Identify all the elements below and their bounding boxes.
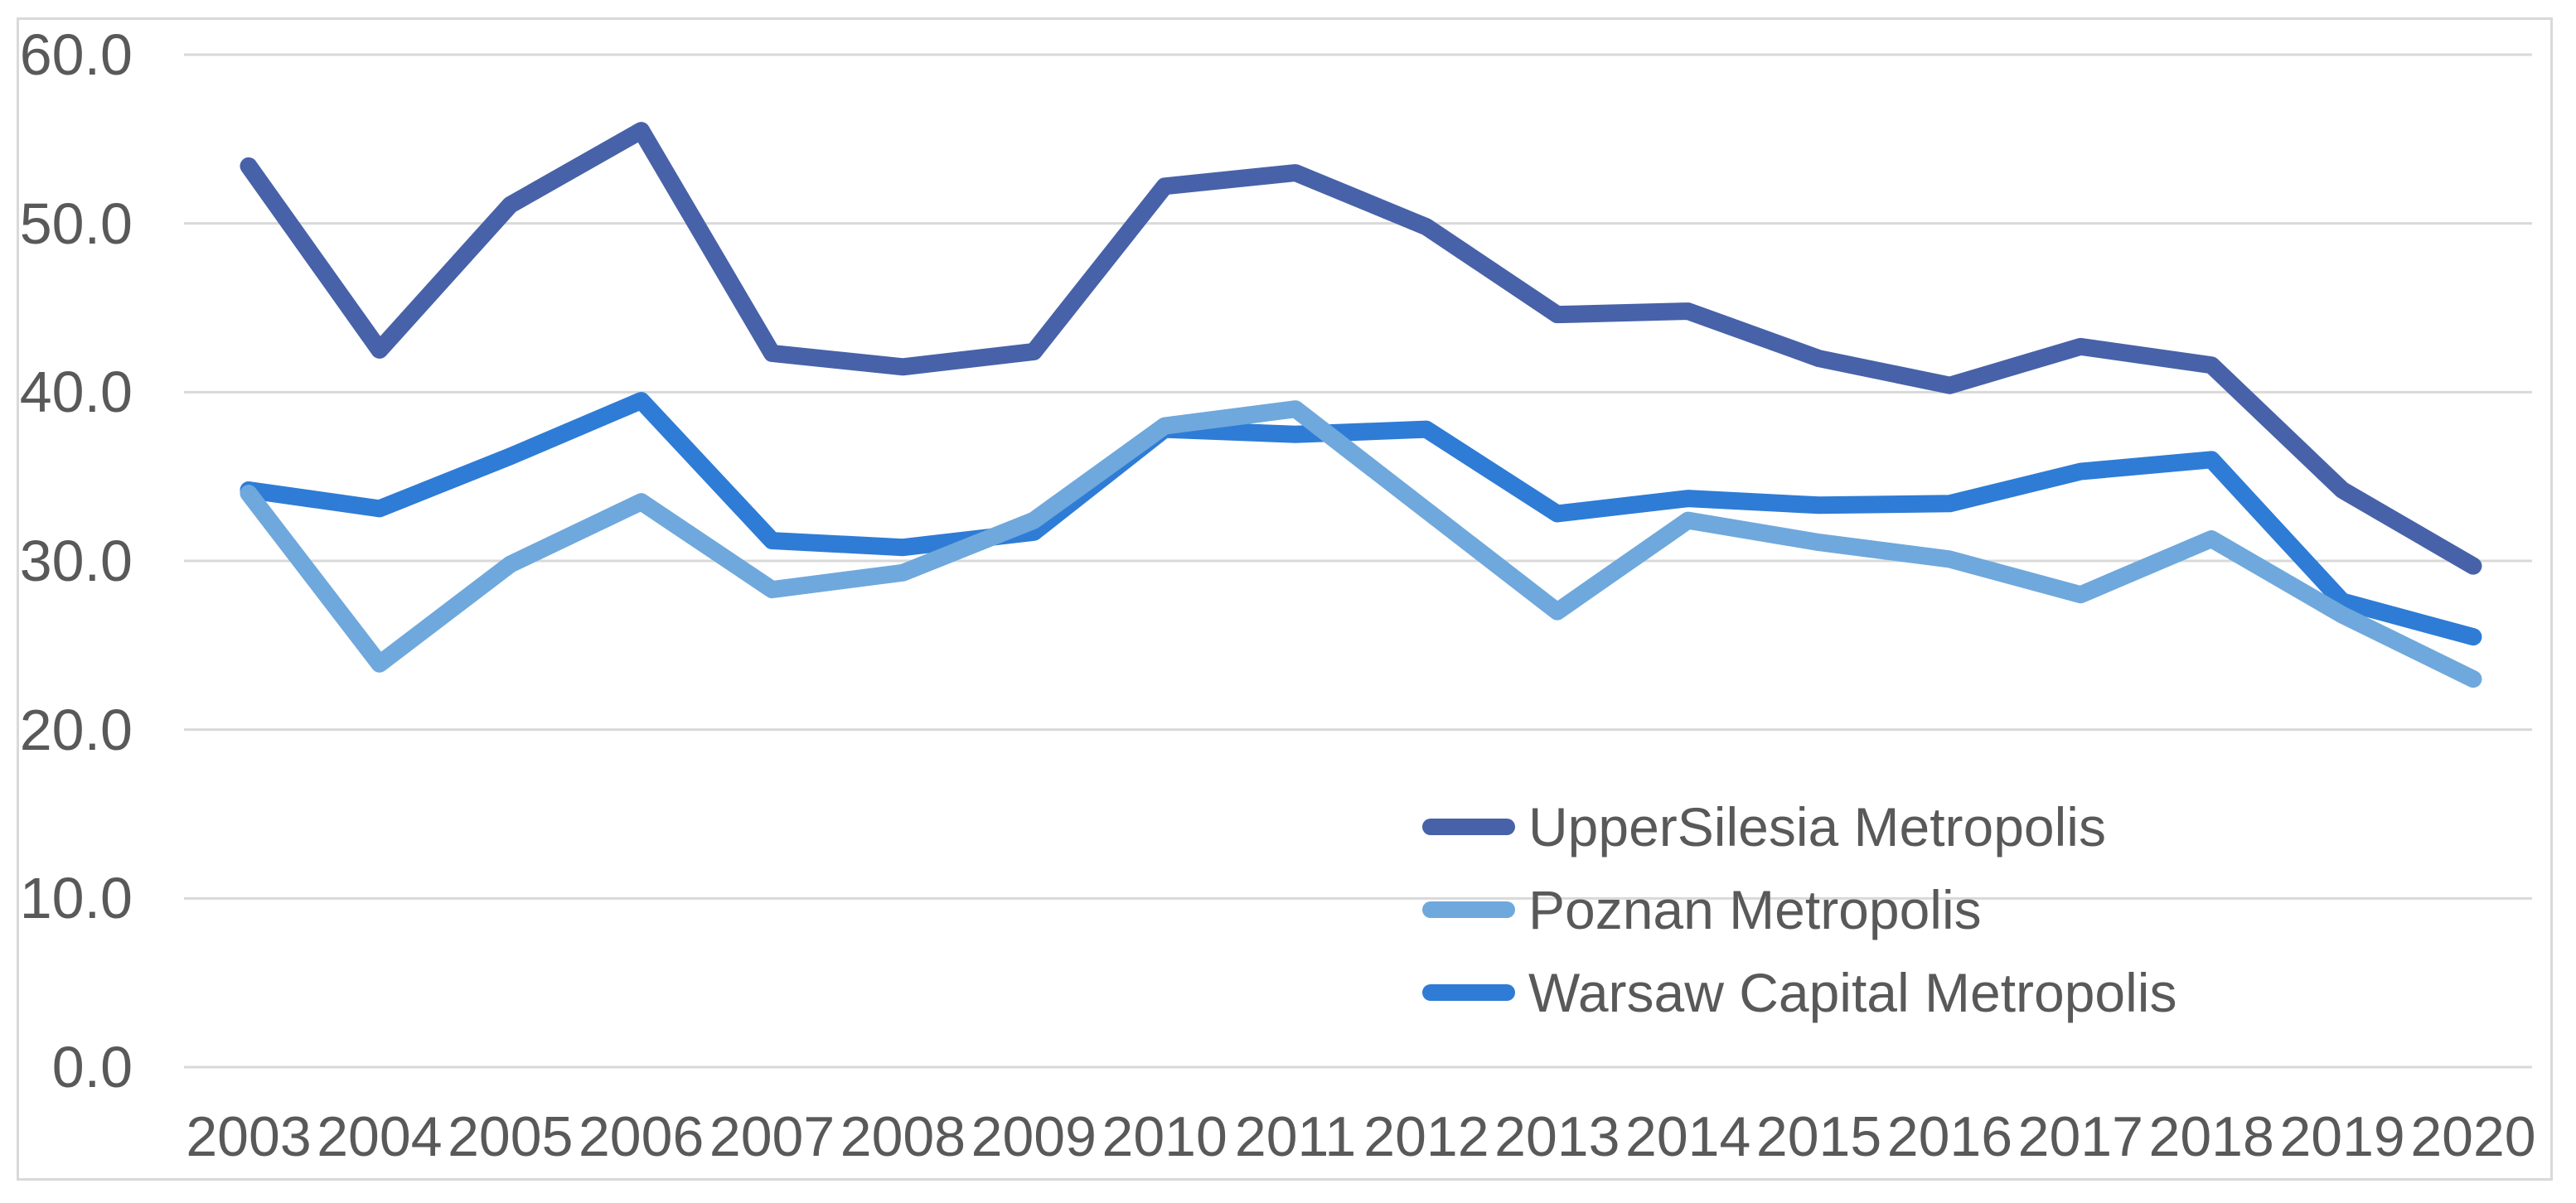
x-tick-label: 2004 xyxy=(317,1105,443,1168)
series-line-0 xyxy=(240,122,2482,575)
y-tick-label: 50.0 xyxy=(19,191,133,256)
series-line-1 xyxy=(240,400,2482,688)
x-tick-label: 2017 xyxy=(2017,1105,2143,1168)
x-tick-label: 2008 xyxy=(840,1105,966,1168)
legend-item: UpperSilesia Metropolis xyxy=(1422,785,2177,868)
gridlines xyxy=(184,53,2532,1069)
legend-swatch-icon xyxy=(1422,984,1515,1001)
x-tick-label: 2006 xyxy=(578,1105,705,1168)
y-tick-label: 20.0 xyxy=(19,697,133,762)
legend-label: UpperSilesia Metropolis xyxy=(1528,796,2106,858)
x-tick-label: 2018 xyxy=(2148,1105,2274,1168)
series-lines xyxy=(240,122,2482,688)
y-tick-label: 10.0 xyxy=(19,866,133,931)
x-tick-label: 2016 xyxy=(1886,1105,2013,1168)
x-tick-label: 2019 xyxy=(2279,1105,2405,1168)
y-tick-label: 0.0 xyxy=(51,1035,133,1099)
x-tick-label: 2020 xyxy=(2410,1105,2536,1168)
legend-label: Poznan Metropolis xyxy=(1528,879,1982,940)
x-tick-label: 2013 xyxy=(1494,1105,1620,1168)
x-tick-label: 2010 xyxy=(1102,1105,1227,1168)
x-tick-label: 2012 xyxy=(1363,1105,1489,1168)
x-tick-label: 2015 xyxy=(1755,1105,1882,1168)
x-tick-label: 2011 xyxy=(1234,1105,1357,1168)
series-line-2 xyxy=(240,392,2482,646)
x-tick-label: 2005 xyxy=(448,1105,574,1168)
legend-swatch-icon xyxy=(1422,901,1515,918)
x-tick-label: 2003 xyxy=(186,1105,312,1168)
legend-item: Warsaw Capital Metropolis xyxy=(1422,951,2177,1034)
x-tick-label: 2009 xyxy=(971,1105,1097,1168)
x-tick-label: 2007 xyxy=(709,1105,835,1168)
legend: UpperSilesia Metropolis Poznan Metropolis… xyxy=(1422,785,2177,1034)
legend-label: Warsaw Capital Metropolis xyxy=(1528,962,2177,1023)
y-tick-label: 60.0 xyxy=(19,22,133,87)
chart-frame xyxy=(17,17,2553,1181)
x-tick-label: 2014 xyxy=(1625,1105,1751,1168)
y-tick-label: 40.0 xyxy=(19,360,133,425)
legend-item: Poznan Metropolis xyxy=(1422,868,2177,951)
y-tick-label: 30.0 xyxy=(19,528,133,593)
legend-swatch-icon xyxy=(1422,819,1515,835)
